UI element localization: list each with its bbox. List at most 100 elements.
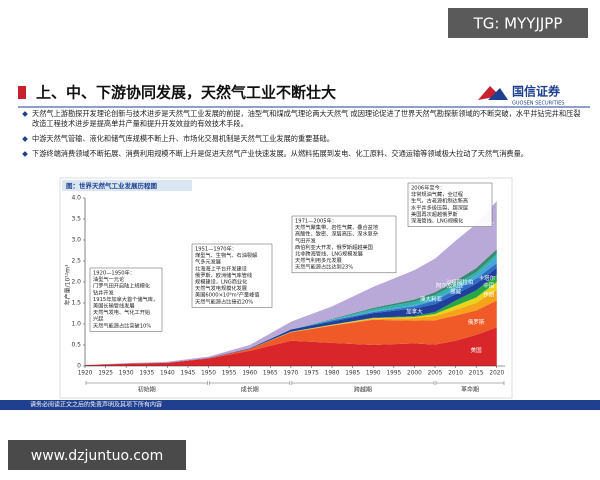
- x-tick-label: 1995: [386, 371, 401, 377]
- x-tick-label: 2010: [448, 371, 463, 377]
- period-label: 初始期: [138, 386, 156, 394]
- y-tick-label: 3.0: [71, 237, 81, 244]
- period-label: 革命期: [461, 386, 479, 394]
- bullet: 天然气上游勘探开发理论创新与技术进步是天然气工业发展的前提，油型气和煤成气理论两…: [22, 109, 582, 129]
- bullet: 中游天然气管输、液化和储气库规模不断上升、市场化交易机制是天然气工业发展的重要基…: [22, 134, 582, 144]
- period-label: 成长期: [241, 386, 259, 394]
- y-tick-label: 1.0: [71, 321, 81, 328]
- area-label: 阿尔及利亚: [436, 282, 464, 290]
- x-tick-label: 1920: [78, 371, 93, 377]
- footer-text: 请务必阅读正文之后的免责声明及其项下所有内容: [30, 401, 162, 409]
- y-tick-label: 2.0: [71, 279, 81, 286]
- x-tick-label: 1945: [181, 371, 196, 377]
- annotation-line: 高酸性、致密、深层高压、深水复杂: [295, 230, 378, 238]
- x-tick-label: 2015: [469, 371, 484, 377]
- x-tick-label: 1935: [139, 371, 154, 377]
- chart-title: 图：世界天然气工业发展历程图: [66, 181, 158, 190]
- area-label: 沙特阿拉伯: [446, 278, 474, 286]
- logo-cn: 国信证券: [512, 84, 561, 99]
- y-tick-label: 0: [77, 363, 81, 370]
- area-label: 伊朗: [483, 291, 495, 299]
- y-axis-label: 年产量/10¹²m³: [64, 264, 72, 305]
- x-tick-label: 1960: [242, 371, 257, 377]
- area: [85, 300, 497, 366]
- y-tick-label: 3.5: [71, 216, 81, 223]
- area: [85, 200, 497, 366]
- period-label: 跨越期: [354, 386, 372, 394]
- x-tick-label: 1985: [345, 371, 360, 377]
- x-tick-label: 1975: [304, 371, 319, 377]
- annotation-line: 北非跨海管线、LNG规模发展: [295, 250, 363, 258]
- area: [85, 327, 497, 366]
- annotation-line: 气多元发展: [195, 258, 221, 266]
- x-tick-label: 1965: [263, 371, 278, 377]
- annotation-line: 1971—2005年：: [295, 217, 337, 225]
- annotation-line: 气田开发: [295, 236, 316, 244]
- annotation-line: 天然气发电、气化工开始: [93, 308, 151, 316]
- logo-en: GUOSEN SECURITIES: [512, 101, 564, 107]
- x-tick-label: 2005: [428, 371, 443, 377]
- watermark-box: [8, 440, 186, 470]
- x-tick-label: 1970: [283, 371, 298, 377]
- x-tick-label: 1930: [119, 371, 134, 377]
- annotation-line: 规模建设，LNG商业化: [195, 278, 247, 286]
- area-label: 加拿大: [406, 308, 423, 316]
- annotation-box: [191, 243, 273, 308]
- annotation-line: 天然气利用多元发展: [295, 256, 342, 264]
- annotation-line: 美国6000×10⁸m³产量峰值: [195, 291, 260, 299]
- x-tick-label: 2020: [489, 371, 504, 377]
- logo-mark: [488, 88, 508, 100]
- header-title: 上、中、下游协同发展，天然气工业不断壮大: [36, 84, 336, 102]
- annotation-line: 水平井多级压裂、超深层: [411, 203, 468, 211]
- y-tick-label: 2.5: [71, 258, 81, 265]
- y-tick-label: 0.5: [71, 342, 81, 349]
- annotation-box: [89, 267, 163, 332]
- chart-caption-band: [62, 180, 192, 191]
- x-tick-label: 1925: [98, 371, 113, 377]
- x-tick-label: 1950: [201, 371, 216, 377]
- watermark-top: TG: MYYJJPP: [473, 15, 563, 33]
- area-label: 澳大利亚: [420, 295, 443, 303]
- x-tick-label: 1990: [366, 371, 381, 377]
- annotation-line: 非常规油气藏，全过程: [411, 190, 463, 198]
- y-tick-label: 4.0: [71, 195, 81, 202]
- watermark-box: [448, 8, 588, 38]
- annotation-line: 美国长输管线发展: [93, 302, 135, 310]
- area-label: 卡塔尔: [479, 274, 496, 282]
- annotation-line: 天然气能源占比达到23%: [295, 263, 353, 271]
- annotation-line: 北海海上平台开发建设: [195, 264, 247, 272]
- area-label: 美国: [471, 346, 483, 354]
- annotation-line: 门罗气田开启陆上规模化: [93, 282, 150, 290]
- area-label: 挪威: [450, 288, 462, 296]
- bullet: 下游终端消费领域不断拓展、消费利用规模不断上升是促进天然气产业快速发展。从燃料拓…: [22, 149, 582, 159]
- annotation-line: 西伯利亚大开发，俄罗斯超越美国: [295, 243, 373, 251]
- annotation-line: 天然气能源占比突破10%: [93, 321, 151, 329]
- x-tick-label: 1940: [160, 371, 175, 377]
- annotation-line: 2006年至今：: [411, 184, 445, 192]
- area-label: 俄罗斯: [468, 318, 485, 326]
- annotation-box: [291, 215, 397, 274]
- annotation-line: 天然气聚集带、岩性气藏、叠合盆地: [295, 223, 378, 231]
- annotation-line: 兴起: [93, 315, 104, 323]
- footer-bar: [0, 400, 600, 410]
- annotation-line: 1920—1950年：: [93, 269, 135, 277]
- annotation-line: 煤型气、生物气、石油裂解: [195, 251, 257, 259]
- annotation-line: 俄罗斯、欧洲储气库管线: [195, 271, 252, 279]
- x-tick-label: 1955: [222, 371, 237, 377]
- annotation-line: 生气，古老源机制达新高: [411, 197, 468, 205]
- annotation-box: [407, 182, 493, 227]
- annotation-line: 钻井开发: [93, 288, 114, 296]
- area-label: 中国: [483, 281, 495, 289]
- annotation-line: 美国再次超越俄罗斯: [411, 210, 458, 218]
- watermark-bottom: www.dzjuntuo.com: [31, 448, 163, 464]
- x-tick-label: 1980: [325, 371, 340, 377]
- annotation-line: 深海管线、LNG规模化: [411, 217, 463, 225]
- annotation-line: 1951—1970年：: [195, 245, 237, 253]
- annotation-line: 天然气发电规模化发展: [195, 284, 247, 292]
- x-tick-label: 2000: [407, 371, 422, 377]
- title-marker: [18, 86, 26, 99]
- annotation-line: 1915年加拿大首个储气库，: [93, 295, 158, 303]
- annotation-line: 油型气一元论: [93, 275, 125, 283]
